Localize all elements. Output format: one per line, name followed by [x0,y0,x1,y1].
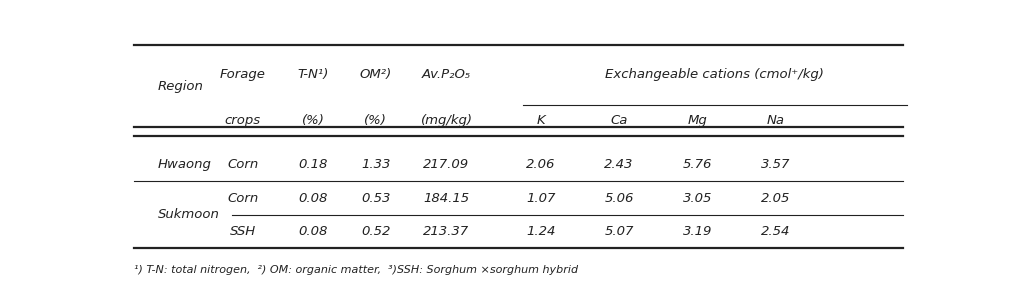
Text: Exchangeable cations (cmol⁺/kg): Exchangeable cations (cmol⁺/kg) [605,68,823,81]
Text: 2.06: 2.06 [526,158,555,171]
Text: Mg: Mg [686,114,707,127]
Text: 1.24: 1.24 [526,225,555,238]
Text: K: K [536,114,545,127]
Text: 1.33: 1.33 [361,158,390,171]
Text: 0.52: 0.52 [361,225,390,238]
Text: 5.76: 5.76 [682,158,712,171]
Text: 2.43: 2.43 [604,158,633,171]
Text: Sukmoon: Sukmoon [158,208,219,221]
Text: Forage: Forage [219,68,265,81]
Text: ¹) T-N: total nitrogen,  ²) OM: organic matter,  ³)SSH: Sorghum ×sorghum hybrid: ¹) T-N: total nitrogen, ²) OM: organic m… [134,265,578,276]
Text: Na: Na [766,114,785,127]
Text: OM²): OM²) [360,68,391,81]
Text: Hwaong: Hwaong [158,158,211,171]
Text: 217.09: 217.09 [423,158,469,171]
Text: 3.57: 3.57 [760,158,790,171]
Text: 2.54: 2.54 [760,225,790,238]
Text: (mg/kg): (mg/kg) [421,114,472,127]
Text: crops: crops [224,114,261,127]
Text: Ca: Ca [610,114,627,127]
Text: 0.53: 0.53 [361,193,390,205]
Text: 184.15: 184.15 [423,193,469,205]
Text: Corn: Corn [226,158,258,171]
Text: Region: Region [158,80,203,93]
Text: 2.05: 2.05 [760,193,790,205]
Text: 213.37: 213.37 [423,225,469,238]
Text: Corn: Corn [226,193,258,205]
Text: 3.19: 3.19 [682,225,712,238]
Text: (%): (%) [364,114,387,127]
Text: 5.07: 5.07 [604,225,633,238]
Text: T-N¹): T-N¹) [297,68,329,81]
Text: 0.08: 0.08 [298,193,328,205]
Text: 0.18: 0.18 [298,158,328,171]
Text: 5.06: 5.06 [604,193,633,205]
Text: SSH: SSH [229,225,256,238]
Text: (%): (%) [301,114,325,127]
Text: Av.P₂O₅: Av.P₂O₅ [422,68,471,81]
Text: 3.05: 3.05 [682,193,712,205]
Text: 0.08: 0.08 [298,225,328,238]
Text: 1.07: 1.07 [526,193,555,205]
